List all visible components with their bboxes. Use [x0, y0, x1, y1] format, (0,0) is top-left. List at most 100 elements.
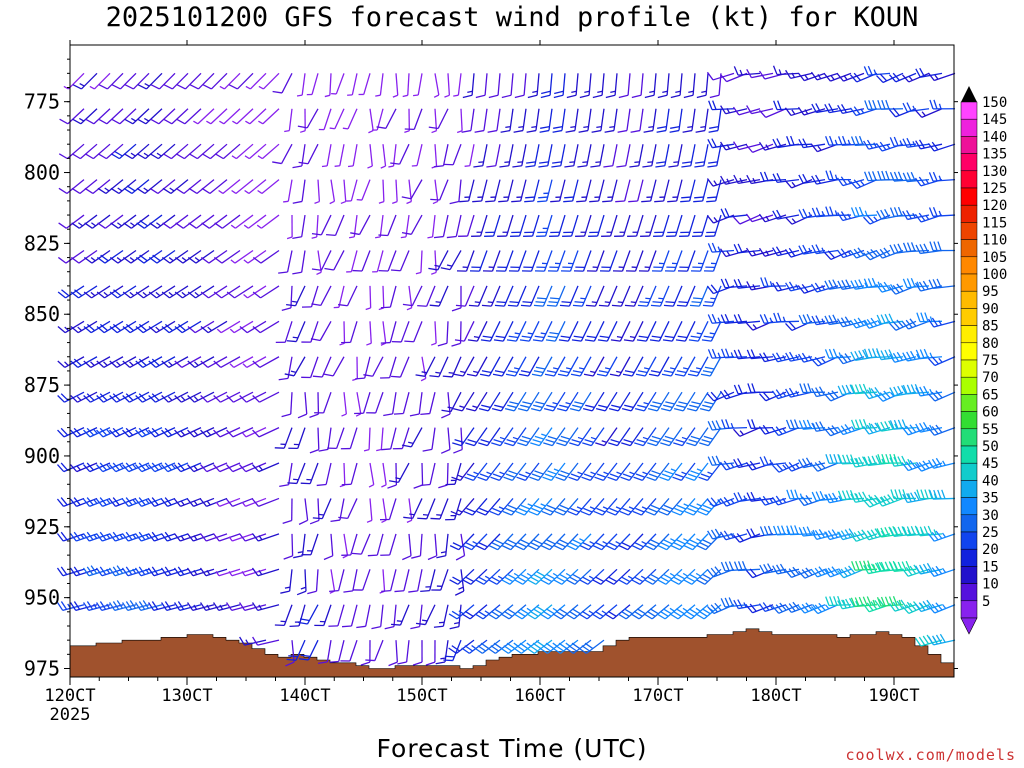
wind-barb	[875, 247, 904, 259]
colorbar: 1501451401351301251201151101051009590858…	[960, 86, 1007, 635]
wind-barb	[230, 214, 254, 229]
wind-barb	[285, 640, 295, 667]
x-tick-label: 160CT	[514, 686, 565, 706]
wind-barb	[579, 533, 605, 551]
wind-barb	[433, 604, 449, 628]
wind-barb	[298, 604, 319, 625]
wind-barb	[292, 144, 306, 169]
wind-barb	[231, 143, 254, 160]
wind-barb	[135, 391, 163, 403]
wind-barb	[556, 391, 579, 412]
wind-barb	[358, 73, 371, 96]
colorbar-swatch	[960, 256, 978, 275]
wind-barb	[225, 462, 254, 473]
wind-barb	[707, 348, 735, 359]
wind-barb	[334, 144, 345, 167]
wind-barb	[176, 108, 202, 125]
wind-barb	[877, 99, 904, 110]
wind-barb	[656, 604, 683, 620]
colorbar-label: 120	[982, 198, 1007, 214]
wind-barb	[512, 144, 527, 168]
wind-barb	[351, 533, 371, 555]
wind-barb	[494, 285, 514, 307]
wind-barb	[284, 108, 293, 133]
colorbar-label: 105	[982, 250, 1007, 266]
wind-barb	[928, 390, 956, 402]
wind-barb	[257, 143, 280, 160]
wind-barb	[688, 321, 709, 342]
wind-barb	[365, 639, 384, 662]
wind-barb	[380, 533, 397, 556]
wind-barb	[492, 356, 514, 377]
wind-barb	[284, 356, 306, 377]
wind-barb	[745, 568, 774, 579]
wind-barb	[580, 498, 605, 516]
colorbar-swatch	[960, 136, 978, 154]
wind-barb	[849, 106, 878, 117]
wind-barb	[888, 107, 917, 118]
wind-barb	[608, 391, 631, 412]
wind-barb	[824, 314, 852, 326]
wind-barb	[514, 568, 540, 585]
wind-barb	[532, 321, 553, 342]
wind-barb	[660, 391, 683, 412]
wind-barb	[297, 392, 308, 419]
wind-barb	[544, 356, 566, 377]
wind-barb	[629, 144, 644, 168]
wind-barb	[397, 640, 410, 665]
wind-barb	[566, 568, 592, 585]
wind-barb	[339, 321, 346, 346]
wind-barb	[543, 427, 566, 447]
wind-barb	[461, 108, 475, 133]
wind-barb	[137, 108, 163, 125]
wind-barb	[278, 250, 293, 274]
wind-barb	[605, 533, 631, 551]
wind-barb	[243, 285, 267, 299]
wind-barb	[430, 498, 449, 520]
wind-barb	[380, 356, 397, 379]
wind-barb	[459, 179, 475, 203]
wind-barb	[733, 314, 761, 324]
wind-barb	[333, 285, 345, 309]
wind-barb	[200, 391, 228, 403]
colorbar-swatch	[960, 428, 978, 447]
wind-barb	[383, 392, 397, 417]
wind-barb	[686, 427, 709, 447]
wind-barb	[188, 143, 215, 160]
wind-barb	[148, 356, 176, 368]
wind-barb	[915, 243, 943, 255]
wind-barb	[162, 214, 189, 229]
wind-barb	[323, 533, 334, 561]
wind-barb	[579, 568, 605, 585]
x-tick-label: 170CT	[632, 686, 683, 706]
wind-barb	[902, 242, 930, 253]
wind-barb	[149, 214, 176, 229]
wind-barb	[628, 179, 644, 203]
wind-barb	[135, 249, 163, 264]
wind-barb	[432, 179, 439, 205]
wind-barb	[175, 179, 202, 195]
wind-barb	[491, 427, 514, 447]
wind-barb	[150, 72, 176, 90]
wind-barb	[441, 391, 462, 413]
wind-barb	[242, 356, 267, 368]
wind-barb	[929, 99, 956, 110]
wind-barb	[508, 250, 527, 272]
wind-barb	[392, 73, 399, 98]
wind-barb	[431, 569, 449, 591]
wind-barb	[745, 460, 774, 471]
wind-barb	[239, 320, 267, 334]
wind-barb	[448, 604, 475, 620]
wind-barb	[497, 214, 514, 237]
wind-barb	[70, 249, 98, 264]
wind-barb	[914, 108, 943, 118]
credit-link[interactable]: coolwx.com/models	[845, 746, 1016, 764]
wind-barb	[371, 604, 384, 630]
wind-barb	[720, 175, 748, 185]
wind-barb	[527, 568, 553, 585]
wind-barb	[331, 73, 345, 95]
wind-barb	[462, 568, 488, 585]
wind-barb	[379, 498, 397, 521]
wind-barb	[461, 639, 488, 654]
wind-barb	[636, 321, 657, 342]
